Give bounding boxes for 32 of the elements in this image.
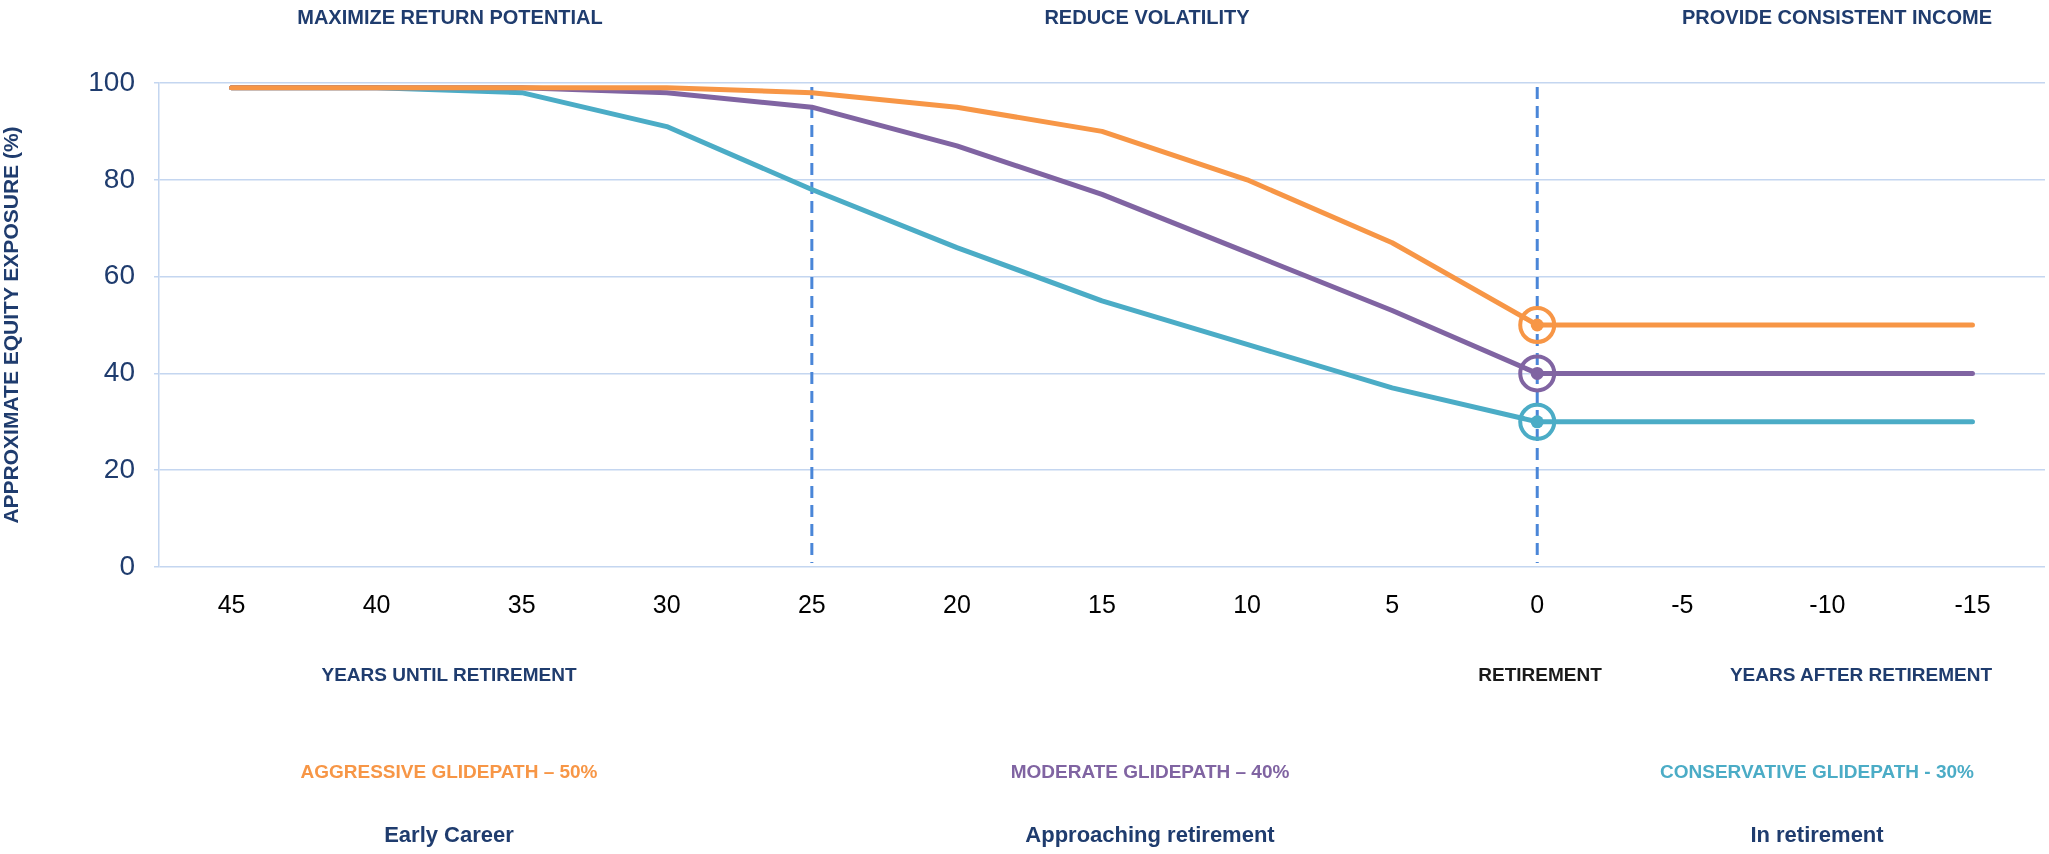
x-tick-label: 0 bbox=[1530, 589, 1545, 618]
x-tick-label: 15 bbox=[1088, 589, 1116, 618]
y-tick-label: 60 bbox=[103, 259, 135, 291]
text: CONSERVATIVE GLIDEPATH - 30% bbox=[1660, 761, 1975, 783]
x-tick-label: 30 bbox=[652, 589, 681, 618]
x-tick-label: -15 bbox=[1954, 589, 1991, 618]
x-tick-label: 35 bbox=[507, 589, 536, 618]
text: REDUCE VOLATILITY bbox=[1044, 5, 1251, 28]
x-tick-label: 25 bbox=[797, 589, 826, 618]
text: In retirement bbox=[1750, 822, 1885, 848]
text: PROVIDE CONSISTENT INCOME bbox=[1681, 5, 1993, 28]
x-tick-label: -5 bbox=[1671, 589, 1694, 618]
x-tick-label: 20 bbox=[943, 589, 971, 618]
text: Early Career bbox=[384, 822, 515, 848]
text: MODERATE GLIDEPATH – 40% bbox=[1010, 761, 1290, 783]
x-tick-label: -10 bbox=[1809, 589, 1846, 618]
text: RETIREMENT bbox=[1478, 664, 1603, 686]
y-tick-label: 100 bbox=[88, 65, 135, 97]
text: Approaching retirement bbox=[1025, 822, 1276, 848]
y-tick-label: 80 bbox=[103, 162, 135, 194]
x-tick-label: 45 bbox=[217, 589, 246, 618]
x-tick-label: 10 bbox=[1233, 589, 1261, 618]
y-axis-title: APPROXIMATE EQUITY EXPOSURE (%) bbox=[0, 126, 23, 524]
x-tick-label: 40 bbox=[362, 589, 391, 618]
y-tick-label: 20 bbox=[103, 452, 135, 484]
y-tick-label: 0 bbox=[119, 549, 135, 581]
x-tick-label: 5 bbox=[1385, 589, 1400, 618]
text: YEARS AFTER RETIREMENT bbox=[1729, 664, 1993, 686]
text: YEARS UNTIL RETIREMENT bbox=[321, 664, 577, 686]
y-tick-label: 40 bbox=[103, 356, 135, 388]
text: AGGRESSIVE GLIDEPATH – 50% bbox=[300, 761, 598, 783]
text: MAXIMIZE RETURN POTENTIAL bbox=[297, 5, 603, 28]
